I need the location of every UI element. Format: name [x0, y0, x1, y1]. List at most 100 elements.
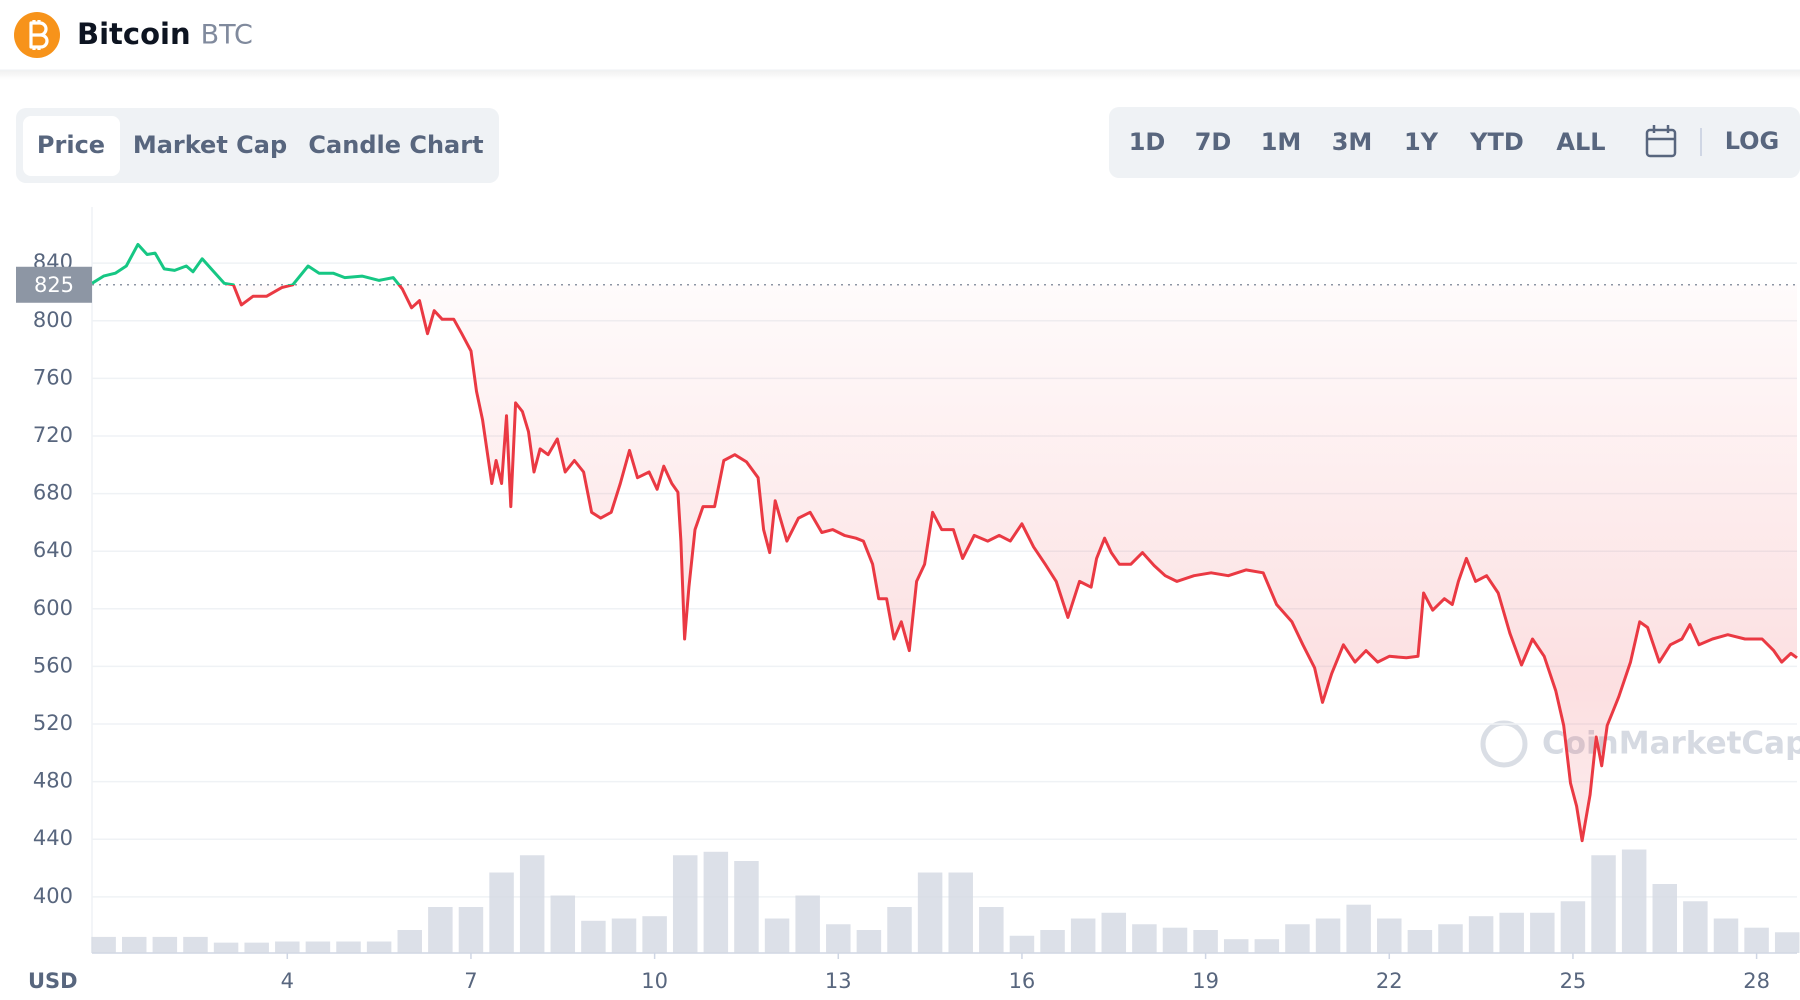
- y-tick-label: 800: [33, 308, 73, 332]
- y-unit-label: USD: [28, 969, 78, 993]
- volume-bar: [305, 941, 331, 953]
- y-tick-label: 480: [33, 769, 73, 793]
- y-tick-label: 640: [33, 538, 73, 562]
- volume-bar: [275, 941, 300, 953]
- range-button[interactable]: 1Y: [1404, 128, 1439, 156]
- volume-bar: [1438, 924, 1463, 953]
- log-toggle[interactable]: LOG: [1725, 127, 1780, 155]
- baseline-label: 825: [34, 273, 74, 297]
- volume-bar: [1652, 884, 1678, 953]
- volume-bar: [703, 851, 729, 953]
- volume-bar: [672, 855, 698, 953]
- x-tick-label: 7: [464, 969, 477, 993]
- x-tick-label: 22: [1376, 969, 1403, 993]
- volume-bar: [489, 872, 514, 953]
- tab[interactable]: Market Cap: [133, 131, 287, 159]
- baseline-badge: [16, 266, 92, 303]
- volume-bar: [244, 942, 269, 953]
- y-tick-label: 760: [33, 365, 73, 389]
- y-tick-label: 440: [33, 826, 73, 850]
- volume-bar: [734, 861, 759, 953]
- coin-icon: [14, 12, 60, 58]
- tab-active-bg: [23, 116, 120, 176]
- watermark-logo: [1480, 720, 1528, 768]
- volume-bar: [1346, 904, 1371, 953]
- volume-bar: [1101, 912, 1127, 953]
- volume-bar: [581, 920, 606, 953]
- x-tick-label: 13: [825, 969, 852, 993]
- y-tick-label: 720: [33, 423, 73, 447]
- volume-bar: [1530, 912, 1555, 953]
- volume-bar: [366, 941, 392, 953]
- y-tick-label: 560: [33, 653, 73, 677]
- volume-bar: [826, 924, 851, 953]
- calendar-icon[interactable]: [1645, 125, 1677, 158]
- coin-name: Bitcoin: [77, 17, 191, 51]
- volume-bar: [1713, 918, 1739, 953]
- x-tick-label: 25: [1560, 969, 1587, 993]
- volume-bar: [1070, 918, 1096, 953]
- tab[interactable]: Candle Chart: [308, 131, 483, 159]
- volume-bar: [795, 895, 820, 953]
- volume-bar: [856, 930, 882, 953]
- volume-bar: [428, 907, 453, 953]
- volume-bar: [1223, 939, 1249, 953]
- volume-bar: [611, 918, 637, 953]
- range-button[interactable]: 1M: [1261, 128, 1302, 156]
- y-tick-label: 680: [33, 481, 73, 505]
- volume-bar: [91, 936, 116, 953]
- range-group: [1109, 107, 1800, 178]
- x-tick-label: 19: [1192, 969, 1219, 993]
- volume-bar: [917, 872, 943, 953]
- volume-bar: [1285, 924, 1310, 953]
- price-chart: CoinMarketCap400440480520560600640680720…: [16, 207, 1800, 993]
- volume-bar: [1254, 939, 1280, 953]
- range-button[interactable]: 7D: [1195, 128, 1232, 156]
- x-tick-label: 28: [1743, 969, 1770, 993]
- volume-bar: [213, 942, 239, 953]
- watermark-circle: [1480, 720, 1528, 768]
- y-tick-label: 600: [33, 596, 73, 620]
- volume-bar: [1468, 916, 1494, 953]
- volume-bar: [642, 916, 667, 953]
- coin-symbol: BTC: [201, 20, 253, 51]
- volume-bar: [1132, 924, 1157, 953]
- volume-bar: [183, 936, 208, 953]
- volume-bar: [1315, 918, 1341, 953]
- volume-bar: [979, 907, 1004, 953]
- volume-bar: [1407, 930, 1433, 953]
- volume-bar: [1040, 930, 1065, 953]
- price-area: [233, 284, 1797, 841]
- range-button[interactable]: 3M: [1332, 128, 1373, 156]
- tab-group: [16, 108, 499, 183]
- x-tick-label: 16: [1009, 969, 1036, 993]
- volume-bar: [1009, 935, 1035, 953]
- range-button[interactable]: 1D: [1129, 128, 1166, 156]
- range-button[interactable]: YTD: [1469, 128, 1524, 156]
- y-tick-label: 520: [33, 711, 73, 735]
- x-tick-label: 4: [281, 969, 294, 993]
- volume-bar: [1744, 927, 1769, 953]
- volume-bar: [152, 936, 178, 953]
- y-tick-label: 400: [33, 884, 73, 908]
- volume-bar: [1560, 901, 1586, 953]
- price-line: [91, 242, 1798, 843]
- volume-bar: [1591, 855, 1616, 953]
- volume-bar: [336, 941, 361, 953]
- volume-bar: [887, 907, 912, 953]
- x-tick-label: 10: [641, 969, 668, 993]
- header-shadow: [0, 70, 1800, 80]
- volume-bar: [1774, 932, 1800, 953]
- volume-bar: [397, 930, 422, 953]
- volume-bar: [1683, 901, 1708, 953]
- volume-bar: [1162, 927, 1188, 953]
- volume-bar: [550, 895, 576, 953]
- tab[interactable]: Price: [37, 131, 105, 159]
- volume-bar: [1621, 849, 1647, 953]
- volume-bar: [458, 907, 484, 953]
- volume-bar: [1193, 930, 1218, 953]
- range-button[interactable]: ALL: [1556, 128, 1605, 156]
- volume-bar: [121, 936, 147, 953]
